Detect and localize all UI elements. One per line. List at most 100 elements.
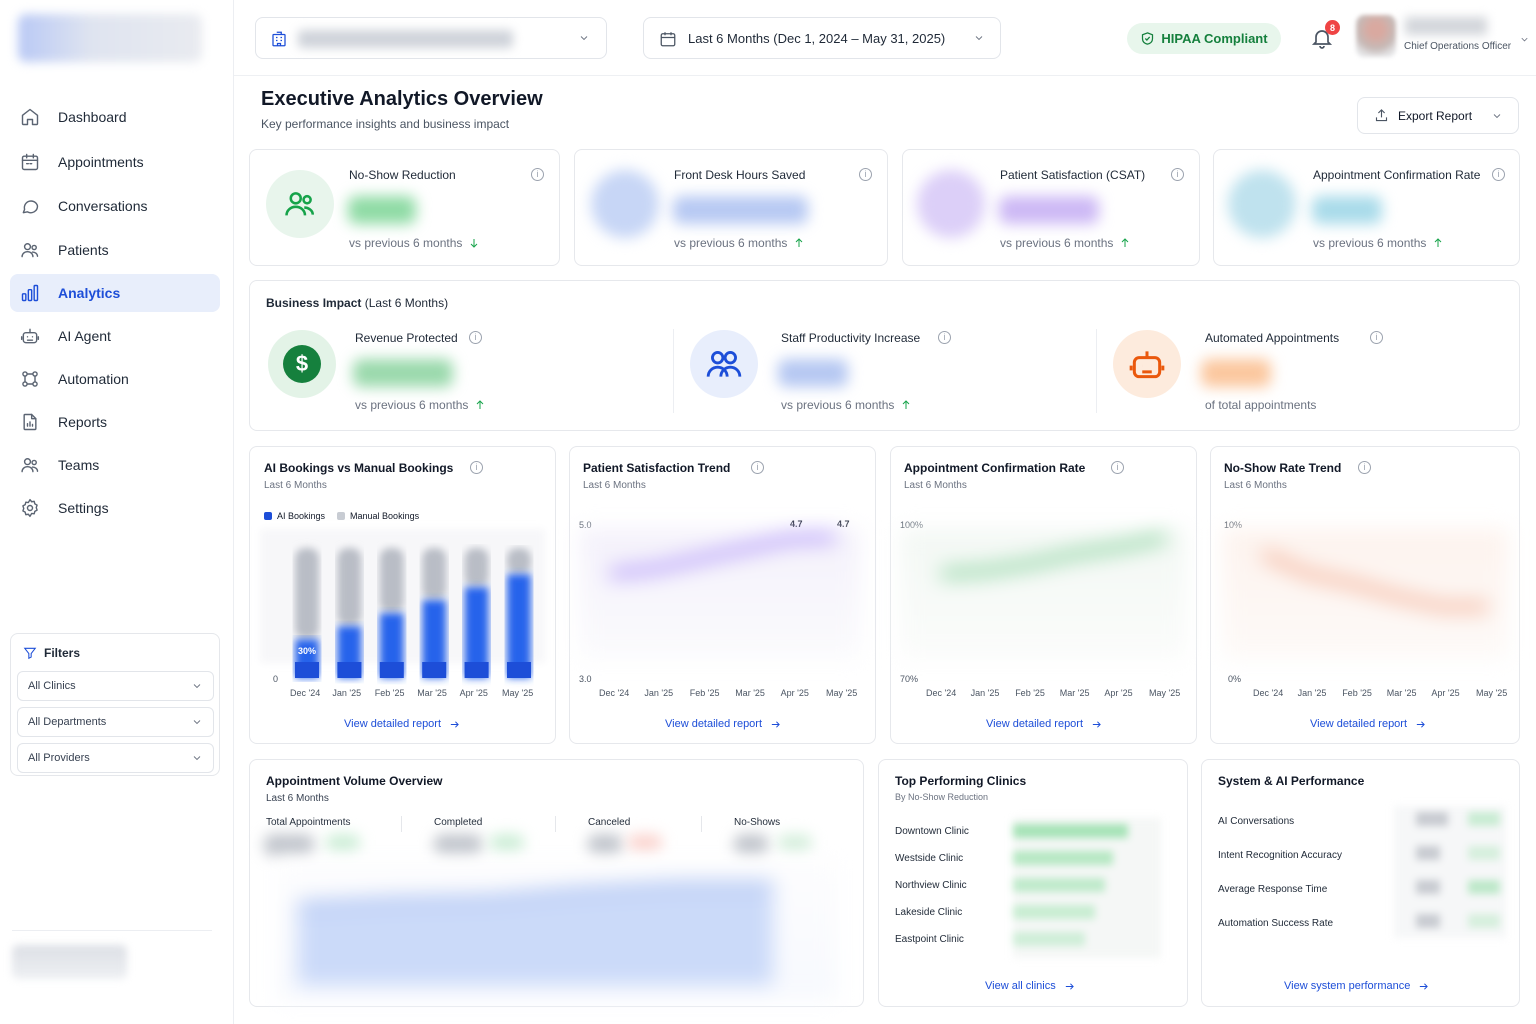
x-axis-tick: Mar '25	[417, 688, 447, 698]
export-report-button[interactable]: Export Report	[1357, 97, 1519, 134]
info-icon[interactable]: i	[531, 168, 544, 181]
info-icon[interactable]: i	[1358, 461, 1371, 474]
clinic-filter-select[interactable]: All Clinics	[17, 671, 214, 701]
view-all-clinics-link[interactable]: View all clinics	[985, 980, 1075, 992]
chart-title: Appointment Volume Overview	[266, 774, 443, 788]
date-range-select[interactable]: Last 6 Months (Dec 1, 2024 – May 31, 202…	[643, 17, 1001, 59]
notification-count-badge: 8	[1325, 20, 1340, 35]
system-metric-value	[1416, 846, 1440, 860]
sidebar-item-patients[interactable]: Patients	[10, 231, 220, 269]
x-axis-tick: Mar '25	[735, 688, 765, 698]
x-axis-tick: Jan '25	[970, 688, 1000, 698]
info-icon[interactable]: i	[469, 331, 482, 344]
impact-comparison-text: of total appointments	[1205, 398, 1317, 412]
system-metric-value	[1416, 914, 1440, 928]
kpi-title: Patient Satisfaction (CSAT)	[1000, 168, 1146, 182]
kpi-card-csat[interactable]: Patient Satisfaction (CSAT) i vs previou…	[902, 149, 1200, 266]
y-axis-tick: 10%	[1224, 520, 1243, 530]
system-performance-card: System & AI Performance AI Conversations…	[1201, 759, 1520, 1007]
chevron-down-icon	[193, 684, 201, 689]
system-metric-value	[1416, 812, 1448, 826]
ai-bookings-bar-base	[295, 662, 319, 678]
app-logo[interactable]	[18, 14, 202, 62]
info-icon[interactable]: i	[1111, 461, 1124, 474]
kpi-comparison-text: vs previous 6 months	[674, 236, 788, 250]
noshow-chart-card: No-Show Rate Trend i Last 6 Months 10% 0…	[1210, 446, 1520, 744]
x-axis-tick: May '25	[826, 688, 858, 698]
view-detailed-report-link[interactable]: View detailed report	[665, 718, 781, 730]
volume-canceled-change	[628, 834, 662, 852]
page-subtitle: Key performance insights and business im…	[261, 117, 510, 131]
arrow-up-icon	[796, 238, 803, 247]
hipaa-badge: HIPAA Compliant	[1127, 23, 1281, 54]
sidebar-item-automation[interactable]: Automation	[10, 360, 220, 398]
clinic-bar	[1013, 824, 1128, 838]
gear-icon	[22, 498, 38, 518]
confirmation-plot	[901, 529, 1186, 659]
impact-comparison: vs previous 6 months	[781, 398, 912, 412]
sidebar-item-analytics[interactable]: Analytics	[10, 274, 220, 312]
productivity-icon-wrap	[690, 330, 758, 398]
kpi-value	[348, 196, 416, 224]
sidebar-user-card[interactable]	[12, 945, 127, 979]
department-filter-select[interactable]: All Departments	[17, 707, 214, 737]
kpi-comparison-text: vs previous 6 months	[1313, 236, 1427, 250]
info-icon[interactable]: i	[1370, 331, 1383, 344]
view-detailed-report-link[interactable]: View detailed report	[1310, 718, 1426, 730]
noshow-plot	[1223, 529, 1508, 659]
provider-filter-select[interactable]: All Providers	[17, 743, 214, 773]
chart-subtitle: Last 6 Months	[1224, 480, 1287, 491]
info-icon[interactable]: i	[751, 461, 764, 474]
chevron-down-icon[interactable]	[1519, 34, 1530, 45]
clinic-row-label: Lakeside Clinic	[895, 907, 963, 918]
ai-bookings-bar-base	[337, 662, 362, 678]
clinic-row-label: Downtown Clinic	[895, 826, 969, 837]
sidebar-item-conversations[interactable]: Conversations	[10, 187, 220, 225]
x-axis-tick: Feb '25	[1015, 688, 1045, 698]
volume-total-value	[264, 834, 314, 856]
y-axis-tick: 100%	[900, 520, 924, 530]
info-icon[interactable]: i	[938, 331, 951, 344]
kpi-card-no-show[interactable]: No-Show Reduction i vs previous 6 months	[249, 149, 560, 266]
page-title: Executive Analytics Overview	[261, 88, 543, 110]
impact-comparison-text: vs previous 6 months	[781, 398, 895, 412]
date-range-value: Last 6 Months (Dec 1, 2024 – May 31, 202…	[688, 30, 946, 46]
satisfaction-plot	[580, 529, 860, 659]
avatar[interactable]	[1356, 15, 1396, 57]
view-detailed-report-link[interactable]: View detailed report	[344, 718, 460, 730]
x-axis-tick: Mar '25	[1059, 688, 1090, 698]
data-label: 4.7	[837, 519, 850, 529]
department-filter-value: All Departments	[28, 716, 107, 728]
users-icon	[285, 192, 315, 216]
chat-icon	[22, 200, 39, 214]
sidebar-item-teams[interactable]: Teams	[10, 446, 220, 484]
sidebar-item-settings[interactable]: Settings	[10, 489, 220, 527]
automation-icon	[22, 371, 38, 387]
x-axis-tick: Jan '25	[644, 688, 674, 698]
confirmation-chart-card: Appointment Confirmation Rate i Last 6 M…	[890, 446, 1197, 744]
kpi-card-front-desk[interactable]: Front Desk Hours Saved i vs previous 6 m…	[574, 149, 888, 266]
info-icon[interactable]: i	[1171, 168, 1184, 181]
view-system-performance-link[interactable]: View system performance	[1284, 980, 1429, 992]
kpi-card-confirmation[interactable]: Appointment Confirmation Rate i vs previ…	[1213, 149, 1520, 266]
filter-icon	[23, 647, 37, 660]
volume-total-change	[326, 834, 360, 852]
sidebar-item-appointments[interactable]: Appointments	[10, 143, 220, 181]
bell-icon[interactable]	[1310, 26, 1334, 50]
dollar-icon: $	[283, 345, 321, 383]
x-axis-tick: Apr '25	[780, 688, 809, 698]
chevron-down-icon	[1493, 114, 1501, 119]
info-icon[interactable]: i	[1492, 168, 1505, 181]
sidebar-item-reports[interactable]: Reports	[10, 403, 220, 441]
system-metric-change	[1468, 846, 1500, 860]
sidebar-item-label: Automation	[58, 371, 129, 387]
sidebar-item-dashboard[interactable]: Dashboard	[10, 98, 220, 136]
link-label: View system performance	[1284, 980, 1411, 992]
sidebar-item-ai-agent[interactable]: AI Agent	[10, 317, 220, 355]
organization-select[interactable]	[255, 17, 607, 59]
info-icon[interactable]: i	[859, 168, 872, 181]
view-detailed-report-link[interactable]: View detailed report	[986, 718, 1102, 730]
info-icon[interactable]: i	[470, 461, 483, 474]
x-axis-tick: Mar '25	[1386, 688, 1417, 698]
x-axis-tick: May '25	[1149, 688, 1181, 698]
